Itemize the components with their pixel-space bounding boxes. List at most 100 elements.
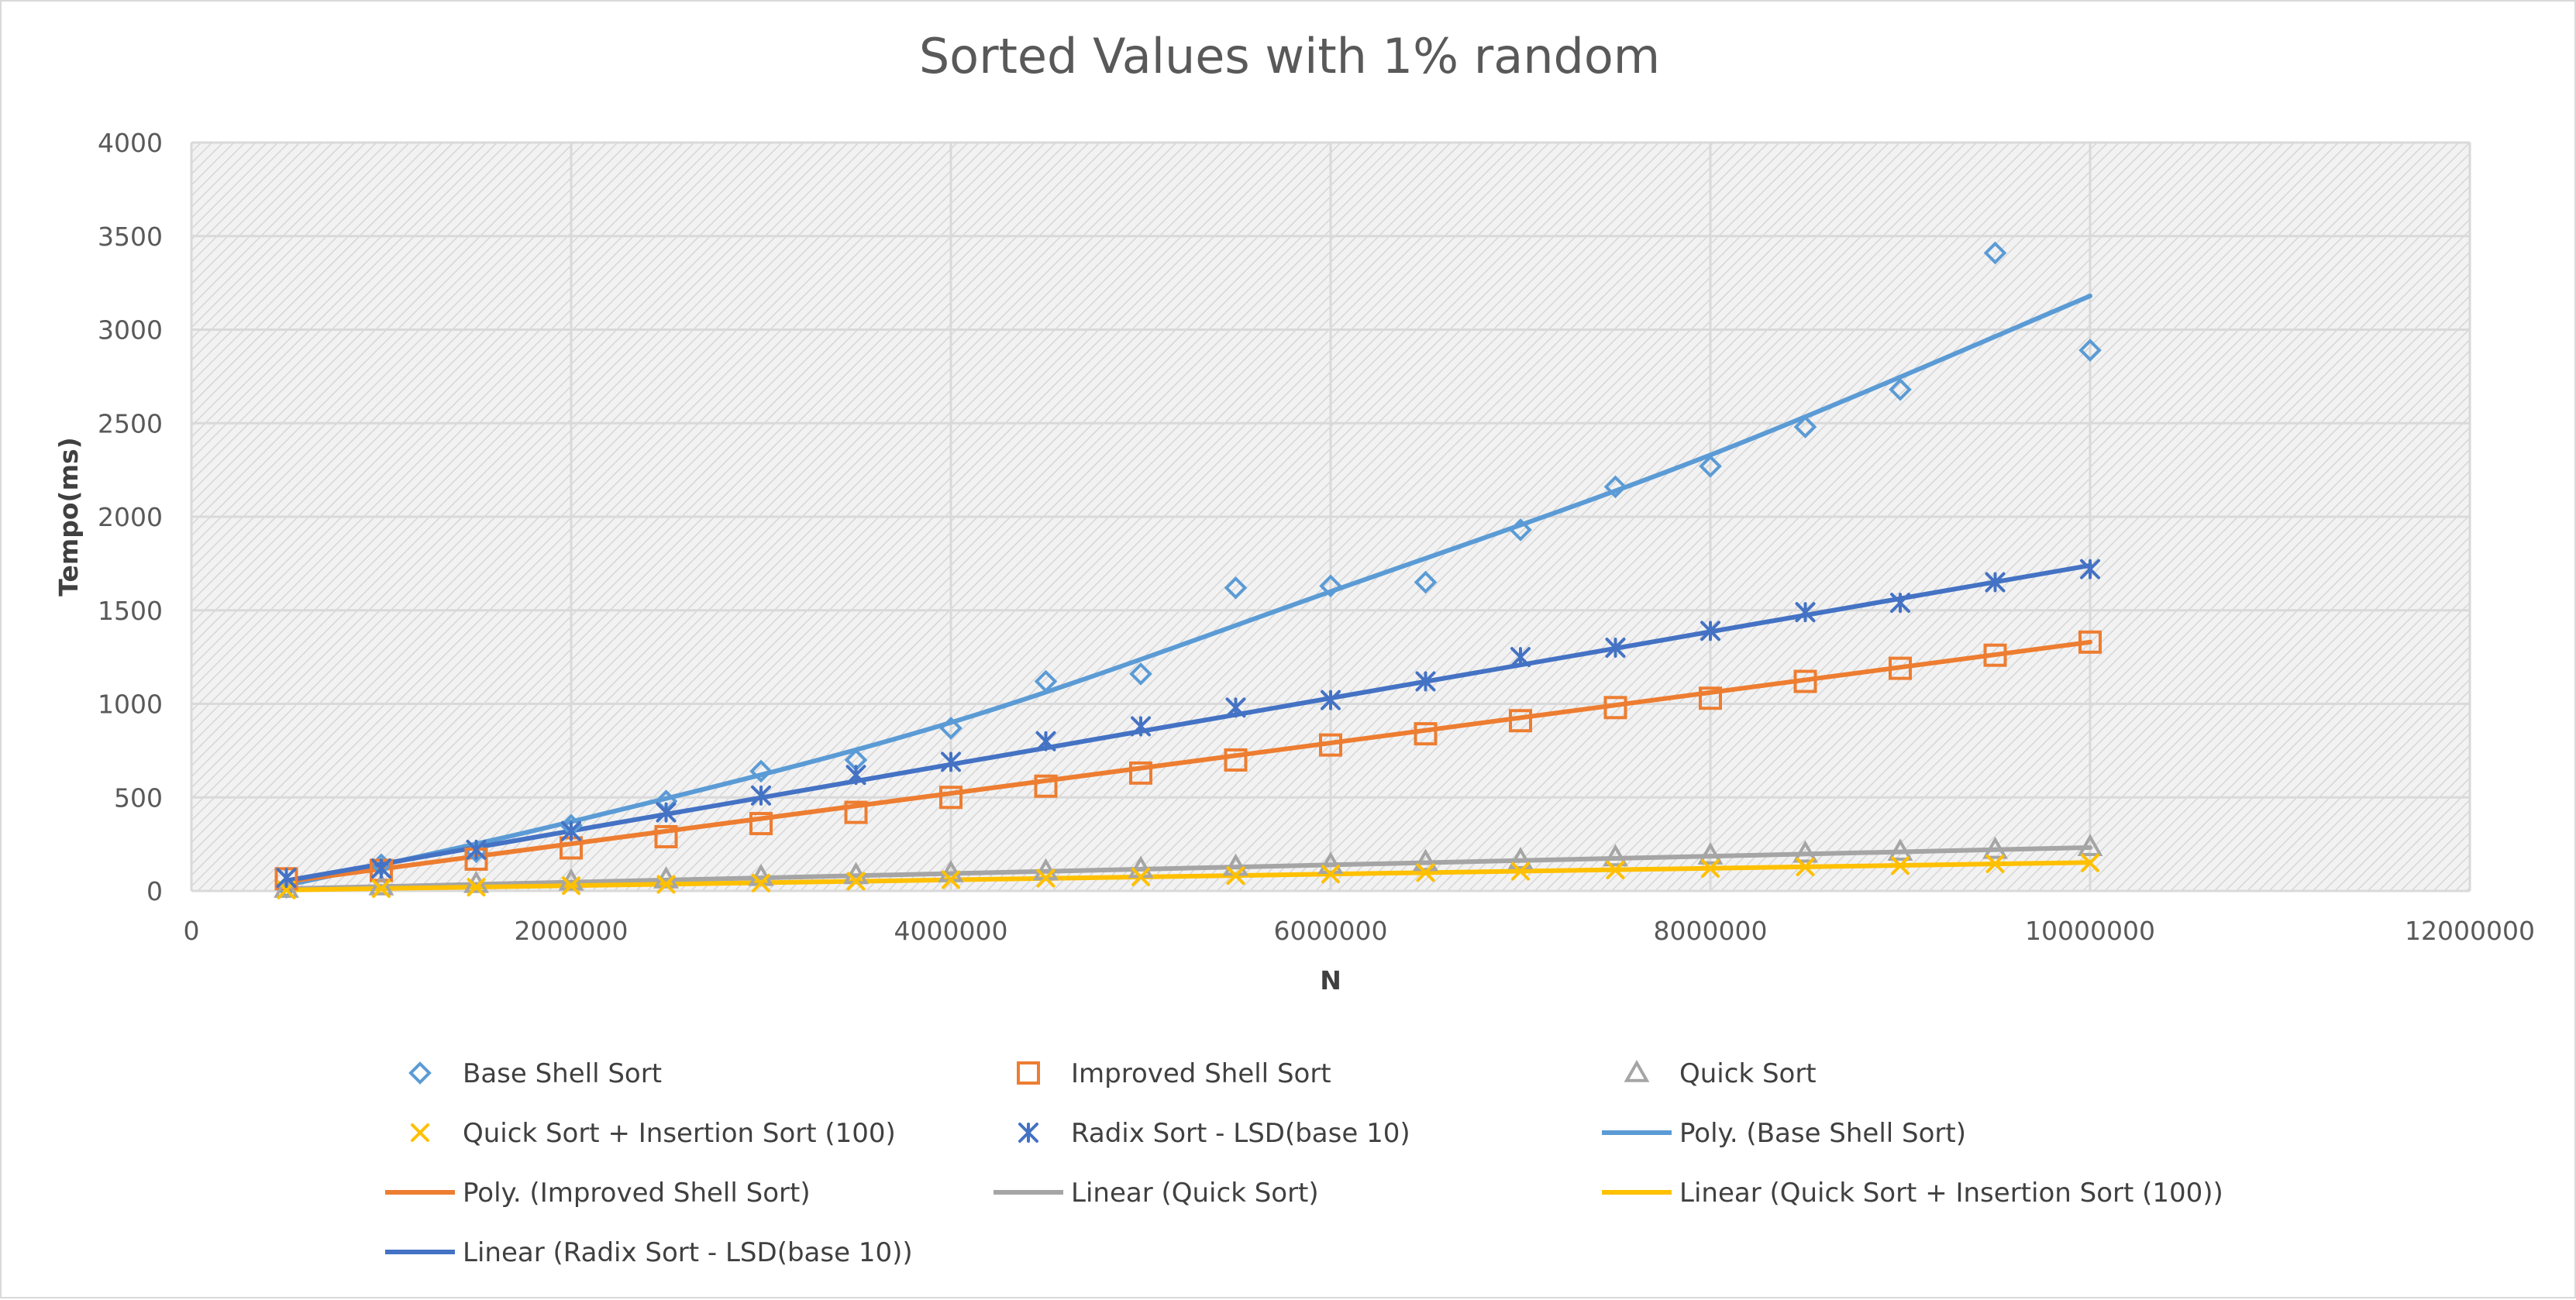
data-point [1319,574,1342,598]
y-tick-label: 1500 [98,596,163,626]
data-point [1414,722,1438,746]
data-point [1793,415,1817,438]
x-tick-label: 10000000 [2025,916,2155,946]
data-point [1034,774,1058,798]
data-point [2081,853,2099,872]
data-point [939,717,963,740]
data-point [1131,867,1150,886]
legend-marker [411,1123,429,1142]
data-point [1225,697,1246,718]
data-point [749,812,773,836]
legend-item: Radix Sort - LSD(base 10) [1018,1118,1410,1149]
data-point [1983,643,2007,667]
data-point [562,876,580,896]
y-tick-label: 3000 [98,315,163,346]
x-axis-ticks: 0 2000000 4000000 6000000 8000000 10000000 120… [184,916,2535,946]
data-point [751,785,771,806]
data-point [1697,842,1724,865]
legend-item: Linear (Quick Sort) [994,1178,1319,1209]
data-point [749,759,773,783]
legend-marker [408,1061,432,1085]
y-tick-label: 2500 [98,408,163,438]
data-point [1321,865,1340,884]
data-point [1985,854,2005,873]
data-point [1507,847,1534,869]
legend-label: Improved Shell Sort [1071,1058,1331,1089]
x-tick-label: 4000000 [894,916,1008,946]
data-point [2080,559,2100,579]
data-point [1700,621,1720,641]
legend: Base Shell Sort Improved Shell Sort Quick … [385,1058,2223,1268]
data-point [1985,572,2006,593]
data-point [1226,866,1245,886]
x-axis-title: N [1320,965,1341,996]
y-tick-label: 0 [146,876,163,906]
data-point [1605,638,1626,659]
data-point [1509,709,1532,733]
data-point [1887,838,1913,862]
data-point [1983,241,2007,265]
data-point [1982,836,2008,859]
legend-item: Poly. (Base Shell Sort) [1602,1118,1966,1149]
y-tick-label: 1000 [98,690,163,720]
legend-label: Poly. (Base Shell Sort) [1679,1118,1966,1149]
data-point [1416,863,1435,882]
x-tick-label: 12000000 [2405,916,2535,946]
data-point [371,858,391,879]
data-point [656,802,677,823]
data-point [1889,377,1912,401]
data-point [1796,858,1815,877]
legend-item: Improved Shell Sort [1017,1058,1331,1089]
x-tick-label: 0 [184,916,200,946]
data-point [1793,840,1818,863]
legend-item: Poly. (Improved Shell Sort) [385,1178,811,1209]
y-axis-ticks: 0 500 1000 1500 2000 2500 3000 3500 4000 [98,128,163,906]
data-point [654,824,678,848]
data-point [844,800,868,824]
y-axis-title: Tempo(ms) [53,437,84,596]
data-point [2078,339,2102,362]
legend-label: Radix Sort - LSD(base 10) [1071,1118,1410,1149]
data-point [1701,859,1720,879]
legend-label: Quick Sort [1679,1058,1817,1089]
data-point [845,765,866,786]
x-tick-label: 8000000 [1654,916,1768,946]
legend-label: Linear (Quick Sort) [1071,1178,1319,1209]
data-point [942,870,960,889]
x-tick-label: 6000000 [1274,916,1388,946]
data-point [1795,602,1816,623]
data-point [1129,662,1152,686]
legend-marker [1624,1059,1650,1082]
data-point [1034,669,1058,693]
data-point [274,875,299,898]
data-point [1511,862,1530,881]
legend-label: Linear (Quick Sort + Insertion Sort (100… [1679,1178,2223,1209]
y-tick-label: 4000 [98,128,163,158]
legend-item: Base Shell Sort [408,1058,662,1089]
data-point [2078,630,2102,654]
legend-label: Linear (Radix Sort - LSD(base 10)) [463,1237,913,1268]
data-point [1699,686,1722,710]
data-point [941,751,961,772]
data-point [1793,669,1817,693]
data-point [1510,647,1531,668]
data-point [1131,716,1151,737]
legend-label: Poly. (Improved Shell Sort) [463,1178,811,1209]
y-tick-label: 500 [114,782,163,813]
data-point [1036,868,1056,888]
data-point [1224,576,1248,600]
data-point [1129,761,1152,785]
data-point [1415,671,1436,692]
legend-marker [1017,1061,1040,1085]
chart-title: Sorted Values with 1% random [919,28,1660,84]
data-point [1035,731,1056,751]
data-point [1891,856,1910,875]
data-markers [274,241,2103,899]
data-point [2077,834,2103,856]
data-point [1414,570,1438,594]
legend-item: Quick Sort + Insertion Sort (100) [411,1118,896,1149]
data-point [656,875,676,894]
data-point [467,878,486,897]
